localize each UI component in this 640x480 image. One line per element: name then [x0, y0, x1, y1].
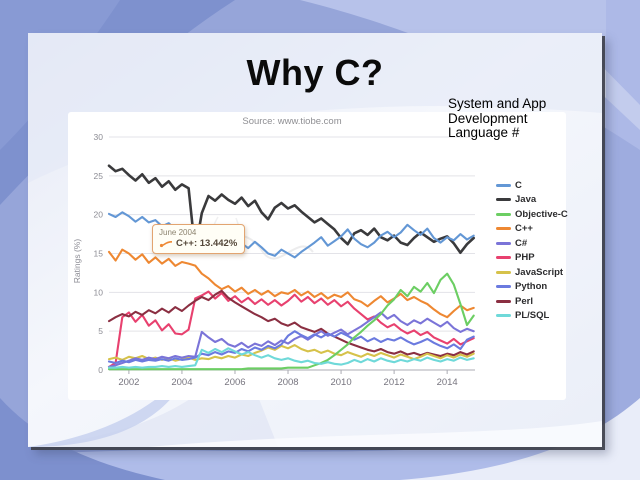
chart-tooltip: June 2004 C++: 13.442% — [152, 224, 246, 254]
slide: Why C? System and App Development Language… — [28, 33, 602, 447]
series-line-Objective-C — [107, 272, 475, 371]
y-tick-label-5: 5 — [98, 326, 103, 336]
series-line-C++ — [107, 248, 475, 319]
x-tick-label-2002: 2002 — [118, 377, 139, 388]
legend-label: C++ — [515, 223, 533, 235]
tooltip-value: C++: 13.442% — [176, 238, 238, 249]
legend-item-PHP: PHP — [496, 251, 568, 266]
series-line-Python — [107, 330, 475, 365]
legend-item-C++: C++ — [496, 222, 568, 237]
series-line-PL/SQL — [107, 347, 475, 369]
legend-swatch — [496, 285, 511, 289]
legend-label: PHP — [515, 252, 535, 264]
x-tick-label-2008: 2008 — [277, 377, 298, 388]
series-line-Perl — [107, 289, 475, 358]
legend-label: Perl — [515, 295, 533, 307]
legend-label: Objective-C — [515, 208, 568, 220]
legend-item-PL/SQL: PL/SQL — [496, 309, 568, 324]
chart-source-label: Source: www.tiobe.com — [242, 116, 342, 127]
legend-item-JavaScript: JavaScript — [496, 265, 568, 280]
chart-legend: C Java Objective-C C++ C# PHP JavaScript Python… — [496, 178, 568, 323]
legend-item-C: C — [496, 178, 568, 193]
legend-item-Python: Python — [496, 280, 568, 295]
legend-swatch — [496, 256, 511, 260]
series-line-PHP — [107, 290, 475, 368]
legend-swatch — [496, 270, 511, 274]
series-line-Java — [107, 164, 476, 254]
legend-item-C#: C# — [496, 236, 568, 251]
y-tick-label-20: 20 — [94, 210, 104, 220]
legend-swatch — [496, 183, 511, 187]
chart-panel: Source: www.tiobe.com Ratings (%) 0 5 10 15… — [68, 112, 568, 400]
legend-swatch — [496, 299, 511, 303]
legend-swatch — [496, 241, 511, 245]
legend-label: C — [515, 179, 522, 191]
legend-label: Java — [515, 194, 537, 206]
slide-note: System and App Development Language # — [448, 96, 547, 140]
legend-item-Objective-C: Objective-C — [496, 207, 568, 222]
legend-label: C# — [515, 237, 528, 249]
series-line-C# — [107, 311, 475, 368]
legend-swatch — [496, 212, 511, 216]
x-tick-label-2006: 2006 — [224, 377, 245, 388]
y-tick-label-0: 0 — [98, 365, 103, 375]
y-tick-label-15: 15 — [94, 249, 104, 259]
y-tick-label-30: 30 — [94, 132, 104, 142]
x-tick-label-2014: 2014 — [437, 377, 458, 388]
series-marker-icon — [159, 241, 173, 248]
x-tick-label-2010: 2010 — [330, 377, 351, 388]
legend-swatch — [496, 198, 511, 202]
legend-swatch — [496, 314, 511, 318]
x-tick-label-2012: 2012 — [384, 377, 405, 388]
legend-swatch — [496, 227, 511, 231]
slide-decor-art — [28, 33, 602, 447]
legend-label: Python — [515, 281, 548, 293]
series-line-JavaScript — [107, 344, 475, 362]
y-tick-label-10: 10 — [94, 287, 104, 297]
slide-title: Why C? — [246, 52, 384, 93]
legend-item-Perl: Perl — [496, 294, 568, 309]
legend-item-Java: Java — [496, 193, 568, 208]
x-tick-label-2004: 2004 — [171, 377, 192, 388]
tiobe-line-chart: 0 5 10 15 20 25 30 2002 2004 2006 2008 2010 2012 2014 — [94, 132, 476, 388]
legend-label: JavaScript — [515, 266, 564, 278]
tooltip-date: June 2004 — [159, 228, 197, 237]
legend-label: PL/SQL — [515, 310, 550, 322]
y-tick-label-25: 25 — [94, 171, 104, 181]
